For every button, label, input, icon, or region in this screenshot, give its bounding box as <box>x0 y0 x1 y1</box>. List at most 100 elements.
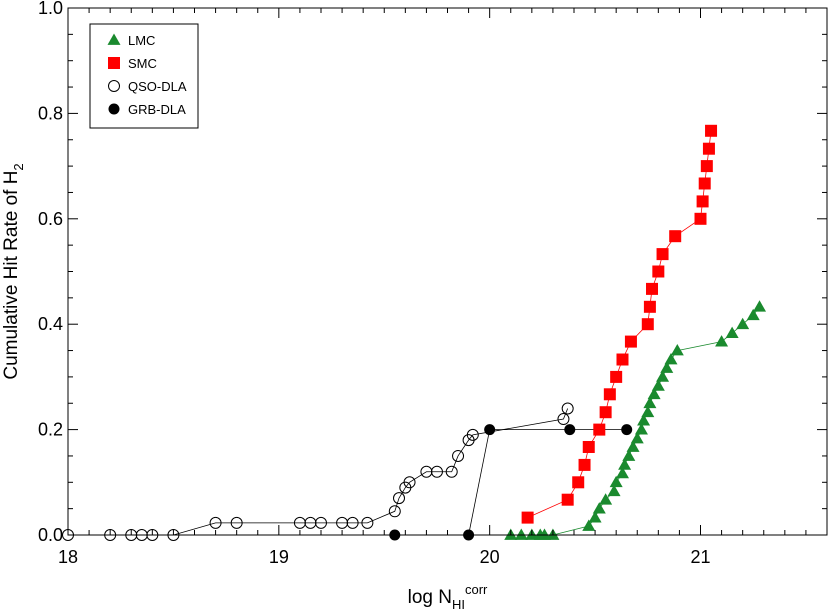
smc-data-point <box>643 300 656 313</box>
lmc-data-point <box>599 493 613 505</box>
y-tick-label: 0.8 <box>38 103 63 123</box>
lmc-data-point <box>651 379 665 391</box>
lmc-data-point <box>656 370 670 382</box>
smc-data-point <box>616 353 629 366</box>
series-markers <box>62 124 767 541</box>
qso-dla-data-point <box>209 516 222 529</box>
lmc-data-point <box>514 528 528 540</box>
lmc-data-point <box>609 475 623 488</box>
legend: LMC SMC QSO-DLA GRB-DLA <box>89 23 199 129</box>
lmc-data-point <box>588 511 602 523</box>
lmc-data-point <box>607 484 621 497</box>
x-tick-label: 20 <box>480 547 500 567</box>
grb-dla-data-point <box>484 424 496 436</box>
legend-marker-qso-dla <box>108 80 120 92</box>
lmc-data-point <box>746 308 760 321</box>
grb-dla-data-point <box>621 424 633 436</box>
lmc-data-point <box>618 458 632 470</box>
smc-data-point <box>702 142 715 155</box>
lmc-data-point <box>725 326 739 339</box>
qso-dla-data-point <box>388 505 401 518</box>
legend-label-lmc: LMC <box>128 33 155 48</box>
y-tick-label: 1.0 <box>38 0 63 18</box>
smc-data-point <box>582 440 595 453</box>
smc-series-points <box>521 124 718 524</box>
legend-item-lmc: LMC <box>107 33 155 48</box>
lmc-data-point <box>637 414 651 426</box>
lmc-data-point <box>622 449 636 461</box>
axis-tick-labels: 18 19 20 21 0.0 0.2 0.4 0.6 0.8 1.0 <box>38 0 711 567</box>
qso-dla-data-point <box>445 465 458 478</box>
y-axis-title: Cumulative Hit Rate of H2 <box>1 163 26 379</box>
legend-box <box>89 23 199 129</box>
smc-data-point <box>624 335 637 348</box>
lmc-data-point <box>630 432 644 444</box>
grb-dla-data-point <box>564 424 576 436</box>
qso-dla-data-point <box>452 449 465 462</box>
smc-data-point <box>705 124 718 137</box>
smc-data-point <box>599 406 612 419</box>
lmc-data-point <box>626 440 640 452</box>
legend-label-smc: SMC <box>128 56 157 71</box>
x-tick-label: 21 <box>690 547 710 567</box>
smc-data-point <box>593 423 606 436</box>
smc-data-point <box>578 458 591 471</box>
qso-dla-data-point <box>430 465 443 478</box>
smc-data-point <box>700 160 713 173</box>
qso-dla-data-point <box>561 402 574 415</box>
x-tick-label: 18 <box>58 547 78 567</box>
lmc-data-point <box>582 519 596 531</box>
y-tick-label: 0.0 <box>38 525 63 545</box>
smc-data-point <box>696 195 709 208</box>
lmc-data-point <box>670 344 684 356</box>
x-axis-title: log NHIcorr <box>408 582 488 612</box>
qso-dla-data-point <box>466 428 479 441</box>
smc-data-point <box>641 318 654 331</box>
lmc-data-point <box>715 335 729 347</box>
smc-data-point <box>572 476 585 489</box>
legend-label-qso-dla: QSO-DLA <box>128 79 187 94</box>
smc-data-point <box>694 212 707 225</box>
lmc-data-point <box>647 387 661 400</box>
qso-dla-data-point <box>230 516 243 529</box>
smc-data-point <box>610 370 623 383</box>
legend-item-qso-dla: QSO-DLA <box>108 79 187 94</box>
smc-data-point <box>656 248 669 261</box>
qso-dla-data-point <box>346 516 359 529</box>
qso-dla-data-point <box>557 413 570 426</box>
legend-marker-lmc <box>107 33 121 45</box>
lmc-data-point <box>736 317 750 330</box>
lmc-data-point <box>537 528 551 540</box>
legend-item-grb-dla: GRB-DLA <box>108 102 186 117</box>
lmc-data-point <box>664 353 678 365</box>
smc-data-point <box>669 230 682 243</box>
axis-ticks <box>67 7 828 536</box>
legend-label-grb-dla: GRB-DLA <box>128 102 186 117</box>
lmc-data-point <box>615 466 629 479</box>
smc-data-point <box>698 177 711 190</box>
qso-dla-data-point <box>393 492 406 505</box>
qso-dla-data-point <box>361 516 374 529</box>
smc-data-point <box>561 493 574 506</box>
lmc-data-point <box>641 405 655 418</box>
smc-data-point <box>646 282 659 295</box>
lmc-data-point <box>660 361 674 373</box>
lmc-data-point <box>753 300 767 312</box>
legend-marker-smc <box>108 57 120 69</box>
y-tick-label: 0.2 <box>38 420 63 440</box>
lmc-data-point <box>634 423 648 435</box>
legend-item-smc: SMC <box>108 56 157 71</box>
qso-dla-data-point <box>403 476 416 489</box>
smc-data-point <box>603 388 616 401</box>
lmc-data-point <box>592 502 606 514</box>
x-tick-label: 19 <box>269 547 289 567</box>
lmc-series-points <box>504 300 767 540</box>
y-tick-label: 0.6 <box>38 209 63 229</box>
y-tick-label: 0.4 <box>38 314 63 334</box>
lmc-data-point <box>643 396 657 409</box>
smc-data-point <box>521 511 534 524</box>
legend-marker-grb-dla <box>108 103 120 115</box>
smc-data-point <box>652 265 665 278</box>
qso-dla-data-point <box>315 516 327 529</box>
